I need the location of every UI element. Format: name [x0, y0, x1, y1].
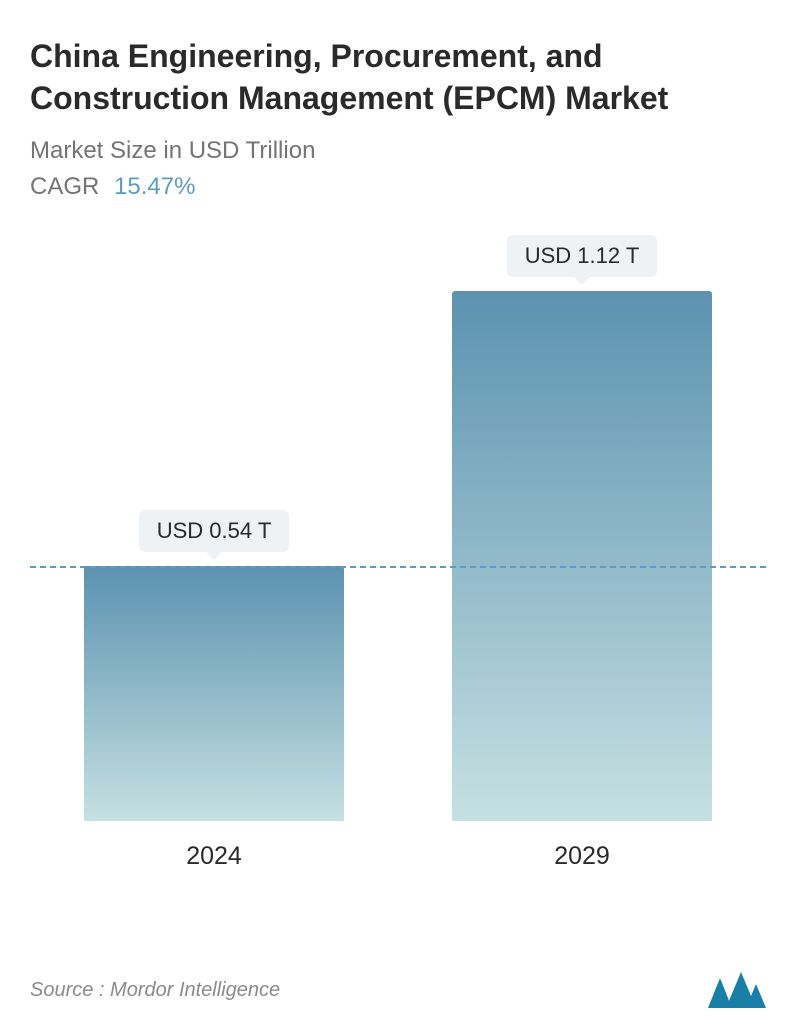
bar-value-label: USD 1.12 T	[507, 235, 658, 277]
bar-group-2029: USD 1.12 T	[452, 235, 712, 821]
bar-group-2024: USD 0.54 T	[84, 510, 344, 822]
bar	[452, 291, 712, 821]
cagr-value: 15.47%	[114, 173, 195, 200]
source-attribution: Source : Mordor Intelligence	[30, 979, 280, 1002]
chart-subtitle: Market Size in USD Trillion	[30, 137, 766, 165]
bar	[84, 566, 344, 822]
chart-footer: Source : Mordor Intelligence	[30, 970, 766, 1010]
chart-title: China Engineering, Procurement, and Cons…	[30, 36, 766, 119]
reference-dashed-line	[30, 566, 766, 568]
chart-area: USD 0.54 T USD 1.12 T 2024 2029	[30, 231, 766, 871]
mordor-logo-icon	[706, 970, 766, 1010]
x-axis-label: 2024	[84, 842, 344, 871]
cagr-line: CAGR 15.47%	[30, 173, 766, 201]
bar-value-label: USD 0.54 T	[139, 510, 290, 552]
bars-container: USD 0.54 T USD 1.12 T	[30, 231, 766, 821]
cagr-label: CAGR	[30, 173, 99, 200]
x-axis-label: 2029	[452, 842, 712, 871]
x-axis-labels: 2024 2029	[30, 842, 766, 871]
